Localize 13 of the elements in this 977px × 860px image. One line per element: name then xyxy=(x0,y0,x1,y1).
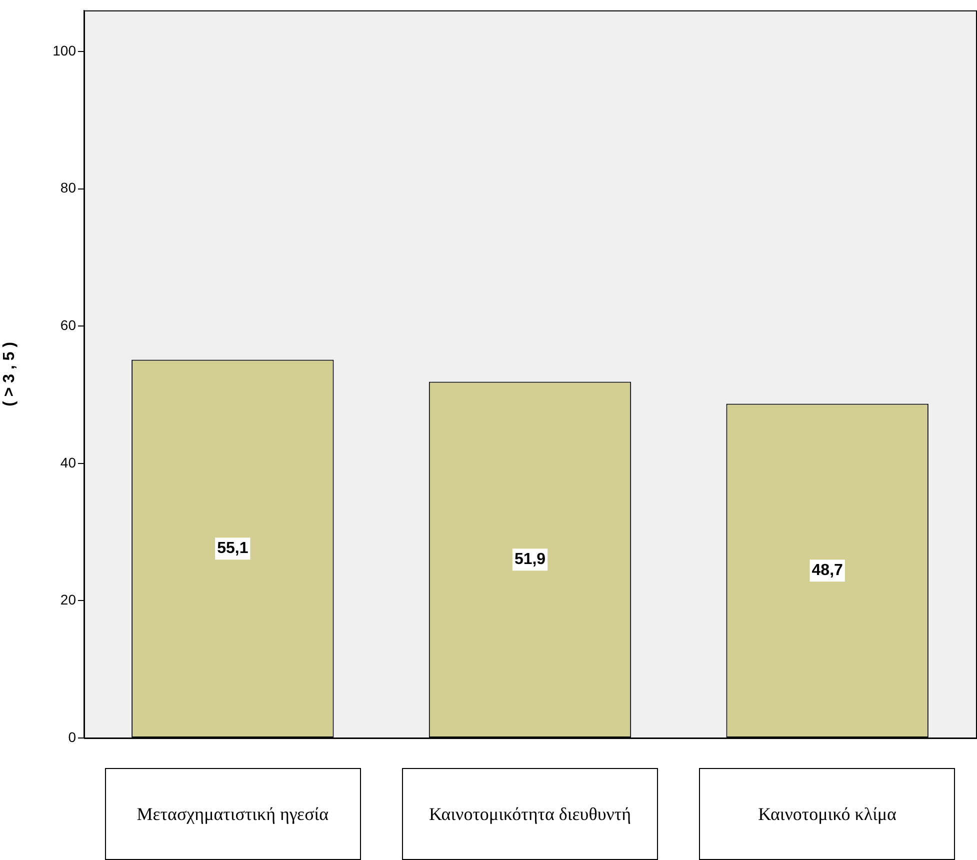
x-tick-label: Καινοτομικό κλίμα xyxy=(699,768,956,860)
y-tick-label: 100 xyxy=(52,42,76,58)
y-tick-label: 20 xyxy=(60,592,76,608)
data-label: 48,7 xyxy=(812,562,844,580)
y-axis-title: ( > 3 , 5 ) xyxy=(1,342,18,406)
x-tick-label: Καινοτομικότητα διευθυντή xyxy=(402,768,658,860)
data-label: 55,1 xyxy=(217,540,248,558)
y-tick-label: 60 xyxy=(60,317,76,334)
x-tick-label: Μετασχηματιστική ηγεσία xyxy=(104,768,361,860)
y-tick-label: 40 xyxy=(60,454,76,470)
data-label: 51,9 xyxy=(514,551,546,568)
y-tick-label: 80 xyxy=(60,180,76,196)
y-tick-label: 0 xyxy=(68,728,76,745)
